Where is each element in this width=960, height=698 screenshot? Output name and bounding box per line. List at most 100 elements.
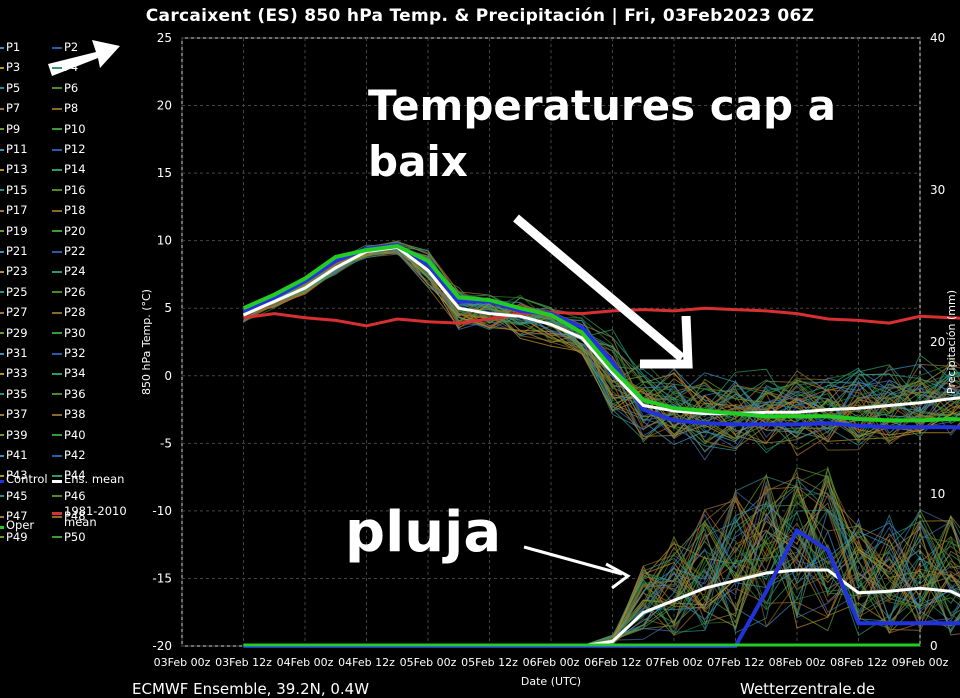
legend-swatch [52, 515, 62, 518]
x-tick-label: 06Feb 00z [523, 656, 580, 669]
legend-swatch [0, 270, 4, 273]
legend-label: 1981-2010 mean [64, 504, 127, 529]
legend-label: P1 [6, 40, 21, 54]
legend-item-p3: P3 [0, 60, 20, 74]
legend-label: P17 [6, 203, 28, 218]
legend: P1 P2 P3 P4 P5 P6 P7 P8 P9 P10 P11 P12 P13 P14 P15 P16 P… [0, 40, 140, 544]
legend-item-p11: P11 [0, 142, 28, 156]
legend-swatch [0, 474, 4, 477]
legend-label: P40 [64, 427, 86, 442]
temperature-arrow [513, 214, 685, 362]
x-tick-label: 03Feb 00z [154, 656, 211, 669]
legend-item-p5: P5 [0, 81, 20, 95]
legend-swatch [52, 536, 62, 539]
y-tick-label: 5 [164, 301, 172, 315]
legend-swatch [52, 250, 62, 253]
legend-swatch [0, 148, 4, 151]
legend-label: Ens. mean [64, 472, 125, 486]
legend-item-p34: P34 [52, 366, 86, 380]
legend-item-p27: P27 [0, 305, 28, 319]
legend-swatch [0, 352, 4, 355]
legend-swatch [52, 66, 62, 69]
x-tick-label: 07Feb 00z [646, 656, 703, 669]
legend-swatch [52, 413, 62, 416]
y2-tick-label: 0 [930, 639, 938, 653]
precipitation-series [243, 527, 960, 648]
y2-tick-label: 20 [930, 335, 945, 349]
y-tick-label: 25 [157, 31, 172, 45]
legend-label: P26 [64, 284, 86, 299]
legend-label: P49 [6, 529, 28, 544]
legend-item-p49: P49 [0, 530, 28, 544]
legend-item-p13: P13 [0, 162, 28, 176]
legend-swatch [0, 128, 4, 131]
legend-swatch [52, 209, 62, 212]
legend-swatch [0, 209, 4, 212]
legend-label: P47 [6, 509, 28, 524]
x-tick-label: 04Feb 12z [338, 656, 395, 669]
legend-item-p12: P12 [52, 142, 86, 156]
x-tick-label: 07Feb 12z [707, 656, 764, 669]
legend-label: P31 [6, 346, 28, 360]
legend-label: P12 [64, 142, 86, 156]
x-tick-label: 05Feb 00z [400, 656, 457, 669]
legend-label: P24 [64, 264, 86, 279]
legend-item-p42: P42 [52, 448, 86, 462]
y-tick-label: -5 [160, 436, 172, 450]
legend-item-p43: P43 [0, 468, 28, 482]
legend-swatch [0, 66, 4, 69]
legend-swatch [0, 495, 4, 498]
legend-swatch [0, 413, 4, 416]
x-tick-label: 08Feb 12z [830, 656, 887, 669]
legend-label: Control [6, 472, 48, 486]
legend-swatch [52, 148, 62, 151]
legend-swatch [0, 393, 4, 396]
legend-label: P18 [64, 203, 86, 218]
temperature-arrowhead [640, 315, 693, 369]
legend-item-p2: P2 [52, 40, 78, 54]
legend-label: P10 [64, 121, 86, 136]
legend-swatch [0, 372, 4, 375]
legend-item-p20: P20 [52, 224, 86, 238]
legend-item-p21: P21 [0, 244, 28, 258]
legend-label: P45 [6, 488, 28, 503]
legend-swatch [0, 526, 4, 529]
member-temp-line [243, 244, 960, 422]
legend-label: P39 [6, 427, 28, 442]
legend-swatch [52, 270, 62, 273]
legend-swatch [0, 434, 4, 437]
legend-item-p31: P31 [0, 346, 28, 360]
legend-item-p39: P39 [0, 428, 28, 442]
temperature-series [242, 242, 960, 430]
legend-label: P8 [64, 101, 79, 116]
legend-item-p35: P35 [0, 387, 28, 401]
legend-item-p6: P6 [52, 81, 78, 95]
chart-title: Carcaixent (ES) 850 hPa Temp. & Precipit… [145, 6, 815, 26]
y2-axis-label: Precipitación (mm) [945, 290, 958, 394]
legend-label: P7 [6, 101, 21, 116]
legend-swatch [52, 230, 62, 233]
legend-label: P9 [6, 121, 21, 136]
legend-item-p46: P46 [52, 489, 86, 503]
legend-label: P37 [6, 407, 28, 422]
legend-label: P21 [6, 244, 28, 258]
x-tick-label: 06Feb 12z [584, 656, 641, 669]
legend-item-p23: P23 [0, 264, 28, 278]
legend-item-p17: P17 [0, 203, 28, 217]
legend-swatch [52, 332, 62, 335]
legend-swatch [0, 87, 4, 90]
legend-swatch [0, 291, 4, 294]
legend-swatch [0, 168, 4, 171]
legend-label: P43 [6, 468, 28, 483]
rain-annotation: pluja [345, 500, 502, 565]
y-tick-label: 10 [157, 234, 172, 248]
y-tick-labels: 25 20 15 10 5 0 -5 -10 -15 -20 [152, 31, 172, 653]
legend-swatch [52, 311, 62, 314]
legend-label: P23 [6, 264, 28, 279]
legend-swatch [52, 87, 62, 90]
legend-item-control: Control [0, 472, 48, 488]
legend-item-p18: P18 [52, 203, 86, 217]
legend-label: P13 [6, 162, 28, 177]
legend-swatch [52, 352, 62, 355]
